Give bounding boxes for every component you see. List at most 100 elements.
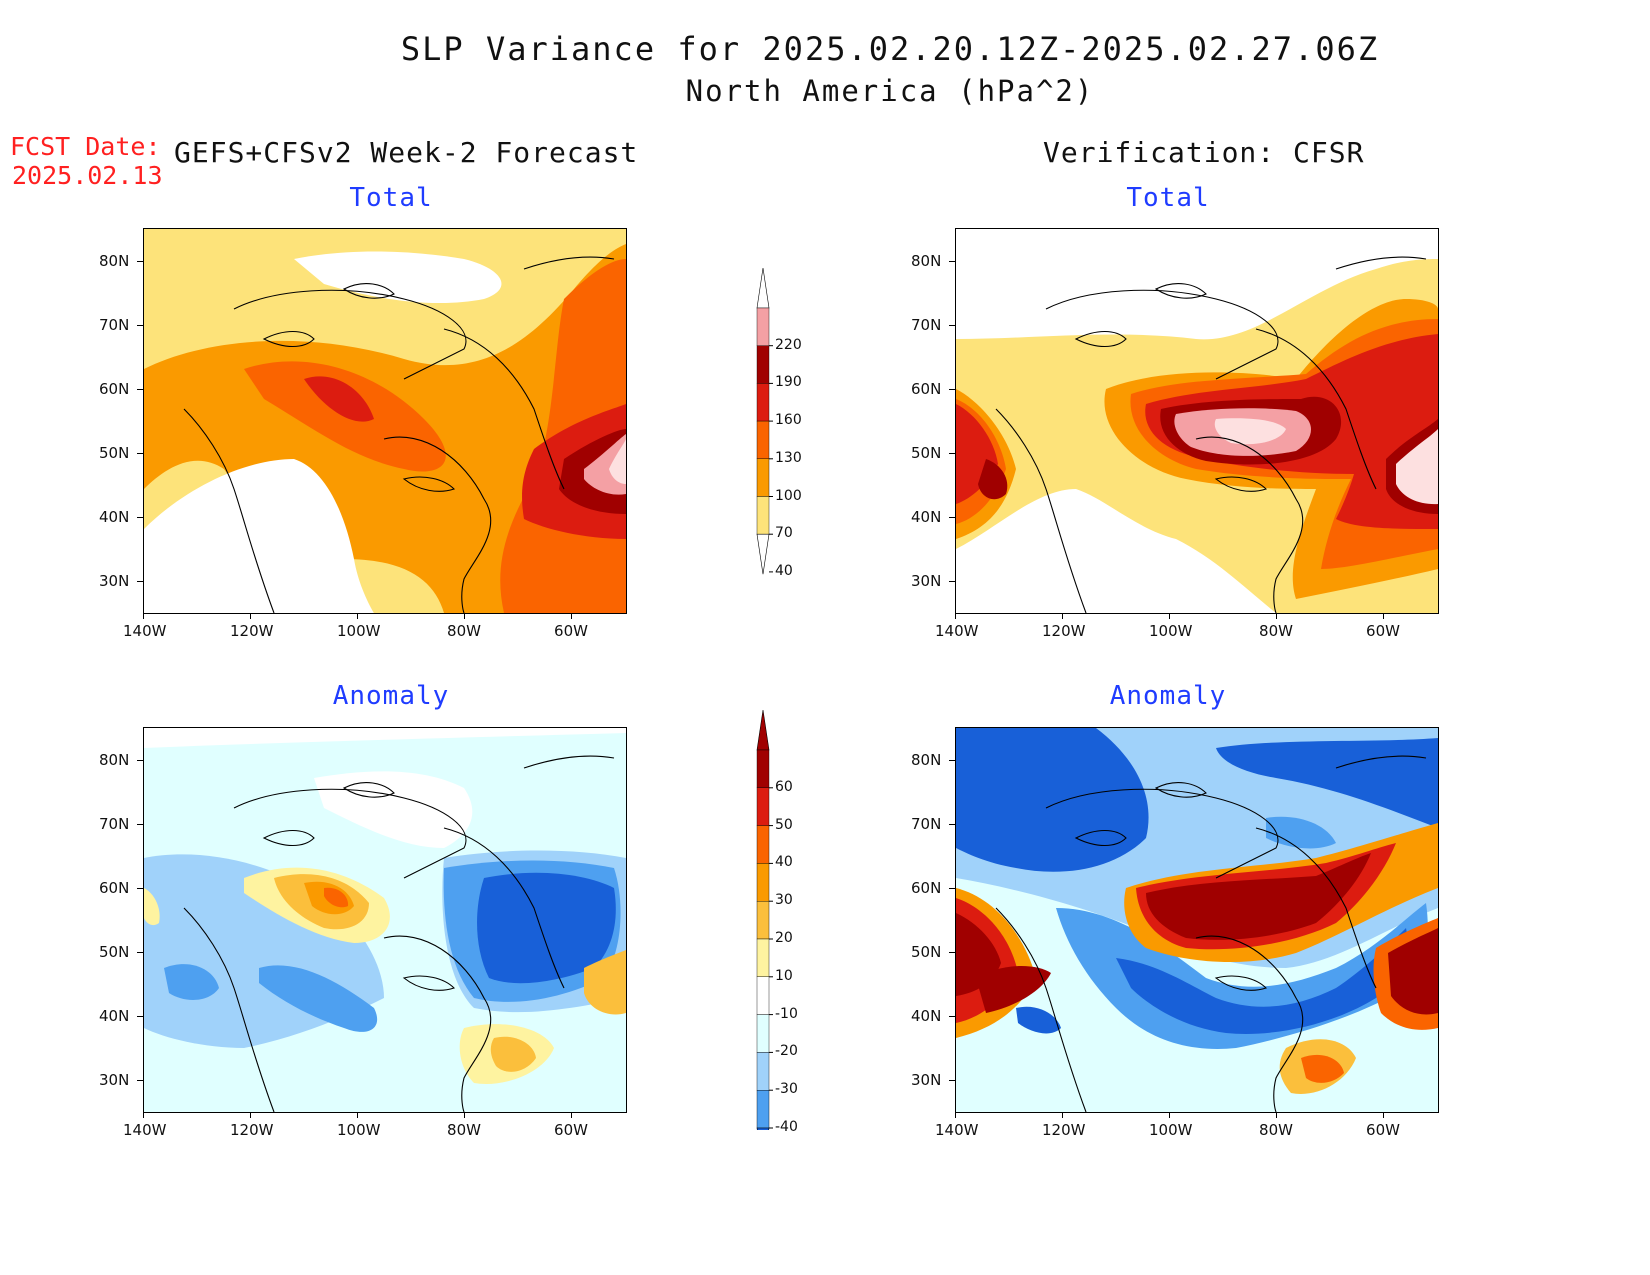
lat-tick-label: 70N [911, 815, 942, 833]
lat-tick-label: 60N [99, 380, 130, 398]
colorbar-swatch [756, 938, 770, 977]
lon-tick-label: 120W [1042, 1121, 1086, 1139]
lat-tick-mark [137, 453, 143, 454]
lon-tick-label: 100W [1149, 1121, 1193, 1139]
colorbar-swatch [756, 825, 770, 864]
lat-tick-mark [949, 1080, 955, 1081]
lat-tick-mark [137, 824, 143, 825]
lon-tick-label: 80W [1259, 622, 1293, 640]
lat-tick-mark [137, 1080, 143, 1081]
lat-tick-label: 60N [99, 879, 130, 897]
colorbar-level-label: 60 [775, 778, 793, 795]
lat-tick-label: 70N [99, 815, 130, 833]
colorbar-level-label: 50 [775, 816, 793, 833]
forecast-date-value: 2025.02.13 [12, 161, 163, 190]
lat-tick-label: 30N [99, 572, 130, 590]
lon-tick-mark [571, 613, 572, 619]
colorbar-level-label: 40 [775, 854, 793, 871]
lon-tick-mark [464, 613, 465, 619]
lon-tick-mark [250, 1112, 251, 1118]
lon-tick-mark [1383, 613, 1384, 619]
lon-tick-label: 120W [230, 622, 274, 640]
lat-tick-mark [137, 517, 143, 518]
lat-tick-mark [949, 261, 955, 262]
lat-tick-label: 60N [911, 879, 942, 897]
lat-tick-mark [949, 760, 955, 761]
lat-tick-label: 70N [911, 316, 942, 334]
lon-tick-mark [1169, 613, 1170, 619]
colorbar-level-label: -10 [775, 1005, 798, 1022]
colorbar-swatch [756, 307, 770, 346]
colorbar-swatch [756, 900, 770, 940]
lon-tick-mark [250, 613, 251, 619]
lon-tick-label: 80W [447, 622, 481, 640]
lat-tick-mark [949, 581, 955, 582]
total-colorbar: 220 190 160 130 100 70 40 [745, 268, 825, 579]
main-title: SLP Variance for 2025.02.20.12Z-2025.02.… [400, 30, 1380, 68]
lon-tick-mark [955, 1112, 956, 1118]
colorbar-level-label: 70 [775, 525, 793, 542]
lat-tick-label: 50N [99, 444, 130, 462]
forecast-column-label: GEFS+CFSv2 Week-2 Forecast [174, 136, 639, 169]
lon-tick-mark [1383, 1112, 1384, 1118]
forecast-anomaly-map [143, 727, 627, 1113]
colorbar-level-label: 220 [775, 336, 802, 353]
colorbar-swatch [756, 458, 770, 497]
colorbar-level-label: -30 [775, 1081, 798, 1098]
colorbar-level-label: 20 [775, 930, 793, 946]
colorbar-swatch [756, 1052, 770, 1091]
colorbar-level-label: 160 [775, 412, 802, 429]
lon-tick-mark [1062, 613, 1063, 619]
colorbar-level-label: -20 [775, 1043, 798, 1060]
lat-tick-mark [949, 888, 955, 889]
lat-tick-mark [137, 1016, 143, 1017]
lat-tick-label: 80N [99, 252, 130, 270]
lat-tick-mark [137, 888, 143, 889]
lat-tick-label: 30N [99, 1071, 130, 1089]
lon-tick-mark [955, 613, 956, 619]
lat-tick-label: 50N [911, 943, 942, 961]
lon-tick-label: 100W [337, 622, 381, 640]
colorbar-swatch [756, 1014, 770, 1053]
lon-tick-mark [357, 1112, 358, 1118]
colorbar-swatch [756, 749, 770, 788]
colorbar-swatch [756, 345, 770, 384]
panel-title-verification-anomaly: Anomaly [1109, 681, 1227, 711]
lat-tick-label: 40N [911, 1007, 942, 1025]
lon-tick-mark [571, 1112, 572, 1118]
lat-tick-mark [137, 760, 143, 761]
colorbar-level-label: 100 [775, 487, 802, 504]
lat-tick-mark [949, 517, 955, 518]
lon-tick-label: 120W [230, 1121, 274, 1139]
lat-tick-mark [137, 389, 143, 390]
lat-tick-mark [137, 325, 143, 326]
lat-tick-label: 80N [911, 252, 942, 270]
lat-tick-mark [949, 453, 955, 454]
lat-tick-label: 50N [911, 444, 942, 462]
colorbar-level-label: 30 [775, 892, 793, 909]
verification-total-map [955, 228, 1439, 614]
lon-tick-label: 140W [123, 622, 167, 640]
colorbar-lower-arrow [756, 1127, 770, 1130]
lon-tick-mark [1276, 613, 1277, 619]
lat-tick-mark [137, 261, 143, 262]
lat-tick-label: 40N [99, 508, 130, 526]
colorbar-upper-arrow [756, 268, 770, 309]
colorbar-level-label: 130 [775, 449, 802, 466]
lon-tick-mark [357, 613, 358, 619]
lat-tick-label: 30N [911, 1071, 942, 1089]
lon-tick-label: 60W [1366, 1121, 1400, 1139]
verification-anomaly-map [955, 727, 1439, 1113]
colorbar-swatch [756, 863, 770, 902]
forecast-total-map [143, 228, 627, 614]
lat-tick-label: 80N [99, 751, 130, 769]
lat-tick-mark [949, 389, 955, 390]
main-subtitle: North America (hPa^2) [685, 74, 1095, 108]
lon-tick-label: 80W [447, 1121, 481, 1139]
colorbar-swatch [756, 976, 770, 1015]
colorbar-level-label: 190 [775, 374, 802, 391]
lon-tick-label: 120W [1042, 622, 1086, 640]
lon-tick-label: 140W [123, 1121, 167, 1139]
panel-title-forecast-anomaly: Anomaly [332, 681, 450, 711]
lon-tick-mark [143, 1112, 144, 1118]
